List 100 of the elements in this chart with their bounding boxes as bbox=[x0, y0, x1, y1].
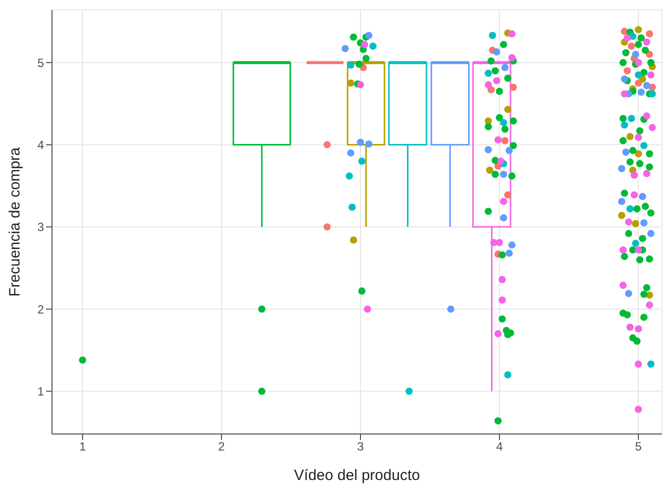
point bbox=[493, 48, 500, 56]
point bbox=[497, 158, 504, 165]
point bbox=[361, 40, 368, 48]
y-tick-label: 4 bbox=[37, 138, 44, 152]
point bbox=[348, 204, 356, 211]
point bbox=[626, 324, 634, 331]
point bbox=[508, 30, 516, 38]
point bbox=[628, 42, 636, 50]
point bbox=[634, 325, 642, 332]
point bbox=[508, 241, 516, 249]
point bbox=[643, 38, 650, 46]
x-tick-label: 2 bbox=[218, 440, 226, 454]
point bbox=[640, 142, 648, 150]
point bbox=[406, 388, 413, 395]
point bbox=[643, 82, 650, 90]
y-tick-label: 2 bbox=[37, 302, 44, 316]
point bbox=[488, 32, 496, 40]
point bbox=[634, 58, 642, 66]
point bbox=[625, 218, 632, 226]
point bbox=[634, 134, 642, 141]
point bbox=[640, 219, 648, 226]
point bbox=[634, 71, 642, 79]
point bbox=[632, 220, 640, 228]
point bbox=[620, 90, 628, 98]
point bbox=[647, 230, 654, 238]
point bbox=[619, 246, 627, 254]
x-axis-title: Vídeo del producto bbox=[294, 467, 420, 484]
point bbox=[648, 90, 656, 98]
point bbox=[647, 71, 654, 79]
point bbox=[500, 214, 508, 222]
point bbox=[347, 80, 354, 87]
y-tick-label: 5 bbox=[37, 56, 44, 70]
point bbox=[500, 118, 508, 126]
point bbox=[501, 64, 509, 72]
y-tick-label: 3 bbox=[37, 220, 44, 234]
point bbox=[630, 191, 638, 198]
point bbox=[493, 77, 500, 84]
y-axis-title: Frecuencia de compra bbox=[6, 146, 24, 297]
point bbox=[447, 306, 454, 313]
point bbox=[620, 121, 628, 129]
point bbox=[624, 34, 631, 42]
point bbox=[643, 112, 650, 120]
point bbox=[622, 148, 630, 156]
point bbox=[498, 296, 506, 304]
point bbox=[646, 301, 654, 309]
point bbox=[634, 80, 642, 87]
point bbox=[620, 75, 628, 83]
x-tick-label: 4 bbox=[496, 440, 504, 454]
x-tick-label: 3 bbox=[357, 440, 364, 454]
point bbox=[484, 70, 492, 77]
point bbox=[346, 172, 353, 180]
point bbox=[646, 30, 654, 38]
point bbox=[638, 192, 646, 200]
point bbox=[365, 32, 372, 40]
point bbox=[365, 140, 372, 148]
point bbox=[496, 238, 504, 246]
point bbox=[510, 84, 517, 91]
point bbox=[634, 360, 642, 368]
point bbox=[626, 205, 634, 212]
point bbox=[494, 330, 502, 338]
point bbox=[504, 371, 512, 378]
point bbox=[630, 172, 638, 179]
point bbox=[634, 406, 642, 413]
point bbox=[501, 137, 509, 144]
point bbox=[618, 212, 626, 220]
point bbox=[347, 61, 354, 69]
point bbox=[634, 246, 642, 254]
point bbox=[356, 138, 364, 146]
point bbox=[356, 81, 364, 88]
point bbox=[619, 282, 627, 289]
point bbox=[494, 136, 502, 144]
point bbox=[634, 26, 642, 34]
point bbox=[504, 191, 512, 198]
point bbox=[350, 236, 358, 244]
point bbox=[369, 42, 377, 50]
point bbox=[500, 170, 508, 178]
point bbox=[508, 54, 516, 62]
point bbox=[648, 124, 656, 132]
point bbox=[484, 81, 492, 88]
point bbox=[324, 141, 331, 148]
point bbox=[618, 164, 626, 172]
point bbox=[358, 158, 366, 165]
x-tick-label: 5 bbox=[635, 440, 642, 454]
point bbox=[498, 276, 506, 284]
point bbox=[347, 149, 354, 157]
point bbox=[504, 106, 512, 114]
point bbox=[324, 223, 331, 231]
point bbox=[626, 132, 634, 140]
point bbox=[646, 50, 654, 58]
point bbox=[643, 170, 650, 178]
point bbox=[634, 150, 642, 158]
point bbox=[506, 146, 513, 154]
point bbox=[364, 306, 372, 313]
point bbox=[625, 290, 632, 298]
point bbox=[618, 198, 626, 206]
point bbox=[506, 250, 513, 257]
point bbox=[484, 146, 492, 154]
point bbox=[500, 198, 508, 206]
y-tick-label: 1 bbox=[37, 384, 44, 399]
x-tick-label: 1 bbox=[79, 440, 86, 454]
